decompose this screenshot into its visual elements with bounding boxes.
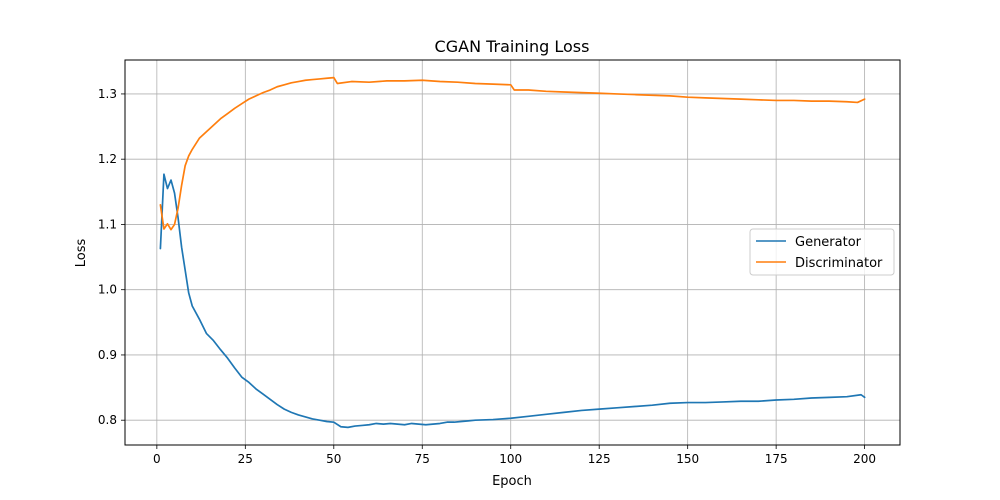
y-tick-label: 1.1 (98, 217, 117, 231)
x-tick-label: 25 (238, 452, 253, 466)
y-tick-label: 1.0 (98, 283, 117, 297)
legend-label-discriminator: Discriminator (795, 256, 883, 271)
series-lines (159, 76, 866, 429)
chart-title: CGAN Training Loss (435, 37, 590, 56)
discriminator-line (159, 76, 866, 231)
x-tick-label: 75 (415, 452, 430, 466)
x-tick-label: 50 (326, 452, 341, 466)
legend-label-generator: Generator (795, 235, 862, 250)
generator-line (159, 173, 866, 429)
x-tick-label: 125 (588, 452, 611, 466)
y-tick-label: 0.8 (98, 413, 117, 427)
y-axis-ticks: 0.8 0.9 1.0 1.1 1.2 1.3 (98, 87, 125, 427)
x-tick-label: 200 (853, 452, 876, 466)
y-tick-label: 0.9 (98, 348, 117, 362)
grid (125, 60, 900, 445)
x-tick-label: 150 (676, 452, 699, 466)
y-tick-label: 1.2 (98, 152, 117, 166)
x-axis-label: Epoch (492, 474, 532, 489)
legend: Generator Discriminator (749, 228, 895, 276)
x-tick-label: 100 (499, 452, 522, 466)
y-tick-label: 1.3 (98, 87, 117, 101)
plot-frame (124, 59, 901, 446)
x-axis-ticks: 0 25 50 75 100 125 150 175 200 (153, 445, 876, 466)
x-tick-label: 175 (765, 452, 788, 466)
x-tick-label: 0 (153, 452, 161, 466)
y-axis-label: Loss (74, 239, 89, 268)
